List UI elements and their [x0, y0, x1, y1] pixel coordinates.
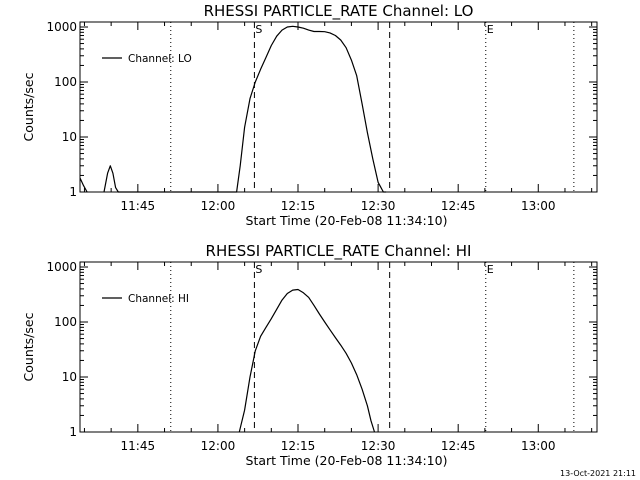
plot-frame: [79, 21, 598, 193]
legend-label: Channel: HI: [128, 293, 189, 305]
x-axis-label: Start Time (20-Feb-08 11:34:10): [246, 453, 448, 468]
x-tick-label: 13:00: [521, 439, 556, 453]
y-tick-label: 100: [54, 75, 77, 89]
y-tick-label: 100: [54, 315, 77, 329]
chart-panel-2: RHESSI PARTICLE_RATE Channel: HI Counts/s…: [21, 242, 598, 468]
y-tick-label: 1: [69, 425, 77, 439]
x-tick-label: 11:45: [121, 199, 156, 213]
y-axis-label: Counts/sec: [21, 312, 36, 381]
chart-panel-1: RHESSI PARTICLE_RATE Channel: LO Counts/s…: [21, 2, 598, 228]
x-tick-label: 12:30: [361, 199, 396, 213]
y-axis-label: Counts/sec: [21, 72, 36, 141]
y-tick-label: 10: [62, 130, 77, 144]
x-tick-label: 12:00: [201, 199, 236, 213]
footer-timestamp: 13-Oct-2021 21:11: [560, 469, 636, 478]
x-tick-label: 12:15: [281, 439, 316, 453]
y-tick-label: 1: [69, 185, 77, 199]
x-tick-label: 12:15: [281, 199, 316, 213]
x-tick-label: 12:30: [361, 439, 396, 453]
x-tick-label: 12:00: [201, 439, 236, 453]
legend-label: Channel: LO: [128, 53, 192, 65]
marker-label-e: E: [487, 263, 494, 276]
series-line-1: [238, 288, 376, 433]
y-tick-label: 1000: [46, 260, 77, 274]
x-tick-label: 12:45: [441, 199, 476, 213]
chart-title: RHESSI PARTICLE_RATE Channel: LO: [204, 2, 474, 21]
y-tick-label: 1000: [46, 20, 77, 34]
y-tick-label: 10: [62, 370, 77, 384]
series-line-1: [79, 25, 387, 193]
x-axis-label: Start Time (20-Feb-08 11:34:10): [246, 213, 448, 228]
x-tick-label: 13:00: [521, 199, 556, 213]
chart-title: RHESSI PARTICLE_RATE Channel: HI: [206, 242, 472, 261]
x-tick-label: 11:45: [121, 439, 156, 453]
marker-label-s: S: [255, 263, 262, 276]
plot-frame: [79, 261, 598, 433]
marker-label-e: E: [487, 23, 494, 36]
marker-label-s: S: [255, 23, 262, 36]
x-tick-label: 12:45: [441, 439, 476, 453]
